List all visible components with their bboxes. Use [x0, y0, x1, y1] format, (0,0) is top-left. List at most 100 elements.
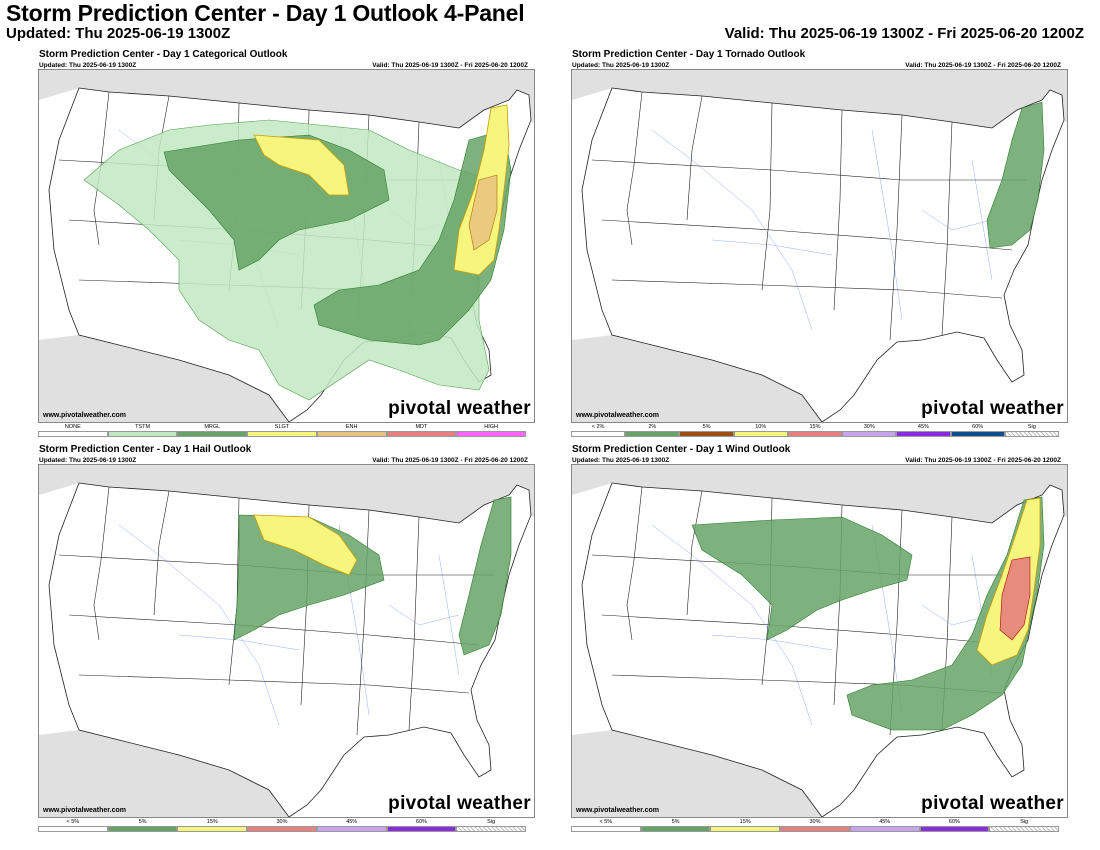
- legend-swatch: [571, 431, 626, 437]
- legend-item: HIGH: [456, 424, 526, 439]
- legend-swatch: [38, 826, 108, 832]
- basemap: [572, 465, 1067, 817]
- legend-label: 60%: [415, 819, 427, 825]
- mrgl-east-area: [313, 129, 512, 346]
- legend-swatch: [316, 431, 387, 437]
- legend-label: 2%: [648, 424, 657, 430]
- hail-5pct-east-area: [458, 496, 512, 656]
- panel-updated: Updated: Thu 2025-06-19 1300Z: [39, 457, 137, 464]
- legend-swatch: [107, 431, 178, 437]
- legend-swatch: [247, 826, 317, 832]
- legend-item: 5%: [679, 424, 734, 439]
- legend-swatch: [787, 431, 843, 437]
- legend-item: 30%: [780, 819, 850, 834]
- legend-item: 30%: [842, 424, 897, 439]
- legend-swatch: [571, 826, 641, 832]
- wind-panel: Storm Prediction Center - Day 1 Wind Out…: [569, 444, 1068, 836]
- main-title: Storm Prediction Center - Day 1 Outlook …: [6, 0, 525, 26]
- legend-item: 5%: [640, 819, 711, 834]
- legend-label: 30%: [863, 424, 875, 430]
- panel-updated: Updated: Thu 2025-06-19 1300Z: [572, 62, 670, 69]
- tornado-2pct-area: [986, 101, 1045, 249]
- brand-logo: pivotal weather: [388, 398, 531, 419]
- legend-item: 15%: [710, 819, 781, 834]
- legend-item: 10%: [733, 424, 788, 439]
- legend-item: SLGT: [247, 424, 317, 439]
- panel-valid: Valid: Thu 2025-06-19 1300Z - Fri 2025-0…: [905, 457, 1061, 464]
- outlook-areas: [233, 496, 512, 656]
- legend-label: MDT: [415, 424, 428, 430]
- legend-item: MRGL: [177, 424, 248, 439]
- legend-label: Sig: [1027, 424, 1036, 430]
- website-label: www.pivotalweather.com: [43, 807, 126, 814]
- legend-swatch: [733, 431, 788, 437]
- main-updated: Updated: Thu 2025-06-19 1300Z: [6, 25, 231, 42]
- panel-valid: Valid: Thu 2025-06-19 1300Z - Fri 2025-0…: [372, 62, 528, 69]
- legend-item: Sig: [456, 819, 526, 834]
- legend-label: Sig: [487, 819, 496, 825]
- legend-swatch: [849, 826, 920, 832]
- tornado-map[interactable]: www.pivotalweather.com pivotal weather: [571, 69, 1068, 423]
- legend-item: 60%: [919, 819, 990, 834]
- legend-label: 30%: [809, 819, 821, 825]
- legend-swatch: [247, 431, 317, 437]
- legend-label: NONE: [64, 424, 81, 430]
- legend-label: TSTM: [135, 424, 151, 430]
- legend-label: 60%: [948, 819, 960, 825]
- legend: < 5% 5% 15% 30% 45% 60% Sig: [571, 819, 1059, 834]
- legend-swatch: [456, 431, 526, 437]
- legend-swatch: [107, 826, 178, 832]
- outlook-areas: [691, 496, 1045, 731]
- legend-swatch: [456, 826, 526, 832]
- legend-item: NONE: [38, 424, 108, 439]
- legend-label: 30%: [276, 819, 288, 825]
- legend-item: 45%: [316, 819, 387, 834]
- legend-swatch: [919, 826, 990, 832]
- legend-item: 60%: [386, 819, 457, 834]
- legend-item: 15%: [787, 424, 843, 439]
- legend-label: MRGL: [204, 424, 221, 430]
- tornado-panel: Storm Prediction Center - Day 1 Tornado …: [569, 49, 1068, 441]
- legend-swatch: [1004, 431, 1059, 437]
- legend-label: 5%: [671, 819, 680, 825]
- legend-label: HIGH: [484, 424, 498, 430]
- legend: < 5% 5% 15% 30% 45% 60% Sig: [38, 819, 526, 834]
- hail-map[interactable]: www.pivotalweather.com pivotal weather: [38, 464, 535, 818]
- panel-updated: Updated: Thu 2025-06-19 1300Z: [572, 457, 670, 464]
- panel-title: Storm Prediction Center - Day 1 Hail Out…: [39, 444, 252, 455]
- hail-15pct-area: [253, 514, 358, 576]
- legend-label: < 5%: [599, 819, 613, 825]
- legend-label: 5%: [138, 819, 147, 825]
- brand-logo: pivotal weather: [921, 398, 1064, 419]
- legend-swatch: [896, 431, 951, 437]
- legend-item: MDT: [386, 424, 457, 439]
- legend-label: 45%: [346, 819, 358, 825]
- legend-swatch: [386, 826, 457, 832]
- wind-map[interactable]: www.pivotalweather.com pivotal weather: [571, 464, 1068, 818]
- panel-valid: Valid: Thu 2025-06-19 1300Z - Fri 2025-0…: [905, 62, 1061, 69]
- legend-swatch: [950, 431, 1005, 437]
- outlook-areas: [986, 101, 1045, 249]
- legend-label: ENH: [345, 424, 358, 430]
- legend-swatch: [386, 431, 457, 437]
- legend-item: 5%: [107, 819, 178, 834]
- legend-item: 30%: [247, 819, 317, 834]
- legend-swatch: [842, 431, 897, 437]
- categorical-panel: Storm Prediction Center - Day 1 Categori…: [36, 49, 535, 441]
- legend-swatch: [640, 826, 711, 832]
- legend-label: 5%: [702, 424, 711, 430]
- legend-item: 45%: [849, 819, 920, 834]
- legend-swatch: [710, 826, 781, 832]
- legend-label: < 2%: [591, 424, 605, 430]
- legend-item: Sig: [1004, 424, 1059, 439]
- slgt-area: [253, 134, 350, 196]
- panel-title: Storm Prediction Center - Day 1 Tornado …: [572, 49, 806, 60]
- legend-swatch: [177, 431, 248, 437]
- categorical-map[interactable]: www.pivotalweather.com pivotal weather: [38, 69, 535, 423]
- legend-label: < 5%: [66, 819, 80, 825]
- legend-label: 15%: [739, 819, 751, 825]
- enh-area: [468, 174, 498, 251]
- panel-updated: Updated: Thu 2025-06-19 1300Z: [39, 62, 137, 69]
- legend-label: 10%: [755, 424, 767, 430]
- website-label: www.pivotalweather.com: [576, 412, 659, 419]
